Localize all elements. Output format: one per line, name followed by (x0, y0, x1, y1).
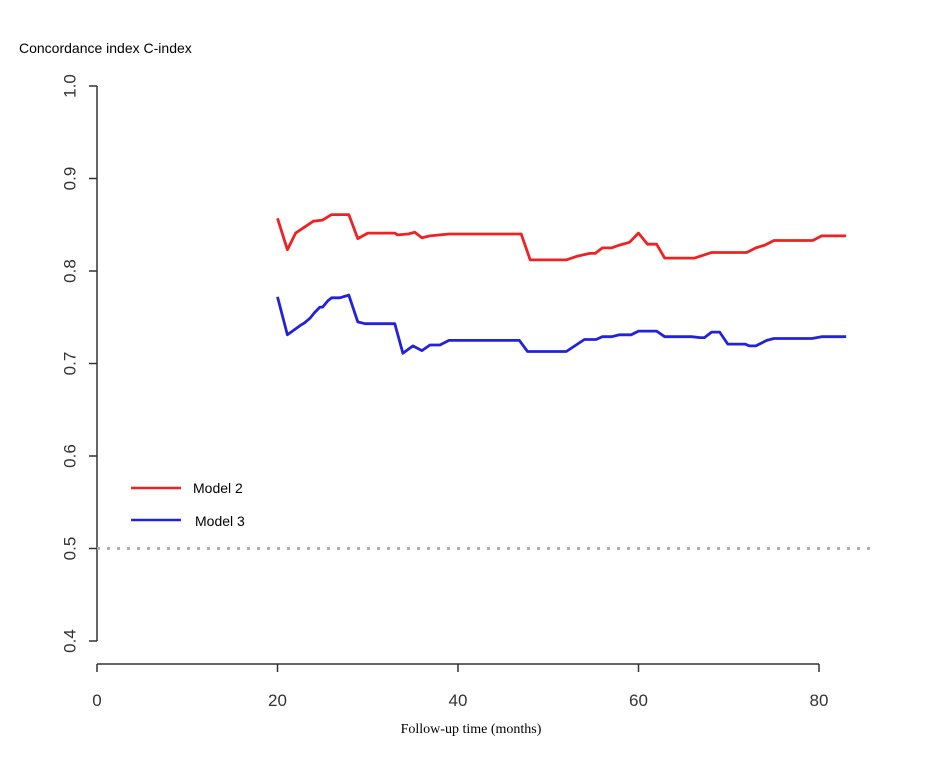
series-line-model-2 (276, 213, 847, 262)
y-tick-label: 1.0 (61, 74, 80, 98)
legend-label-model-2: Model 2 (193, 480, 243, 496)
y-tick-label: 0.7 (61, 352, 80, 376)
x-tick-label: 0 (92, 691, 101, 710)
y-tick-label: 0.4 (61, 629, 80, 653)
series-line-model-3 (276, 293, 847, 355)
y-tick-label: 0.8 (61, 259, 80, 283)
y-axis-label: Concordance index C-index (19, 40, 192, 56)
legend: Model 2 Model 3 (131, 480, 245, 529)
y-tick-label: 0.9 (61, 167, 80, 191)
x-tick-label: 20 (268, 691, 287, 710)
x-axis-label: Follow-up time (months) (401, 722, 542, 737)
y-tick-label: 0.5 (61, 537, 80, 561)
x-tick-label: 60 (629, 691, 648, 710)
x-tick-label: 40 (449, 691, 468, 710)
legend-label-model-3: Model 3 (195, 513, 245, 529)
y-tick-label: 0.6 (61, 444, 80, 468)
x-tick-label: 80 (810, 691, 829, 710)
